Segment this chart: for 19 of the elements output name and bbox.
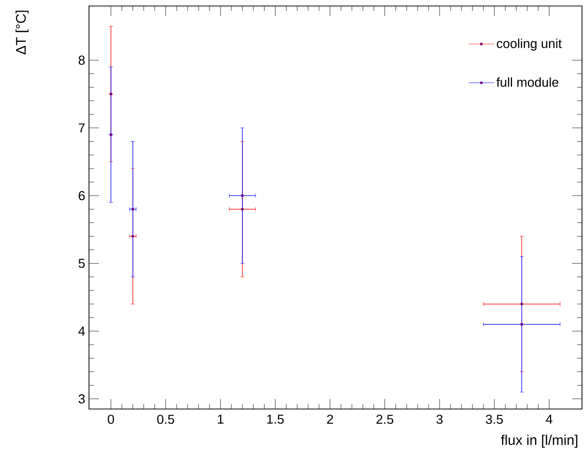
x-tick-label: 0 [108,414,114,424]
legend-label: cooling unit [496,38,562,51]
x-tick-label: 2.5 [376,414,394,424]
y-tick-label: 5 [78,258,85,268]
x-tick-label: 1.5 [267,414,284,424]
x-tick-label: 4 [546,414,552,424]
y-tick-label: 4 [78,326,85,336]
y-tick-label: 6 [78,191,85,200]
x-tick-label: 3.5 [486,414,503,424]
y-tick-label: 7 [78,123,85,132]
x-axis-title: flux in [l/min] [500,434,578,448]
x-tick-label: 3 [436,414,443,424]
y-tick-label: 3 [78,394,85,404]
x-tick-label: 2 [327,414,333,424]
y-tick-label: 8 [78,56,85,65]
y-axis-title: ΔT [°C] [16,10,29,54]
x-tick-label: 0.5 [157,414,174,424]
x-tick-label: 1 [218,414,224,424]
legend-label: full module [496,77,558,87]
